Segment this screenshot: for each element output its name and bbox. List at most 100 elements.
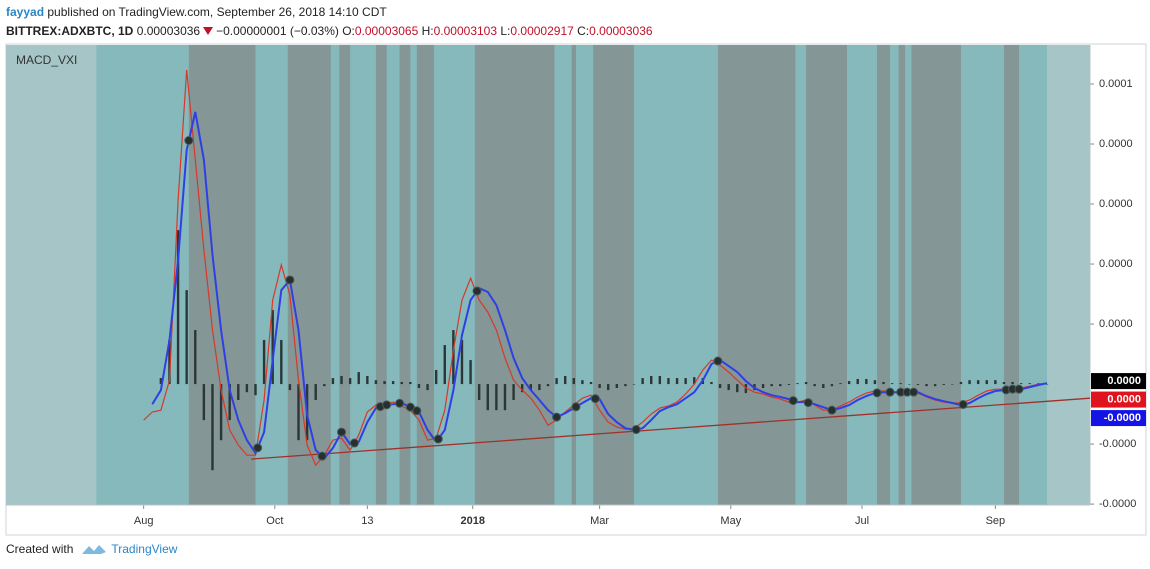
histogram-bar xyxy=(770,384,773,387)
histogram-bar xyxy=(280,339,283,385)
cross-marker xyxy=(253,443,263,453)
histogram-bar xyxy=(1011,381,1014,385)
histogram-bar xyxy=(710,381,713,385)
shaded-range xyxy=(806,45,847,505)
down-arrow xyxy=(203,27,214,35)
x-tick-label: 2018 xyxy=(460,515,484,527)
x-tick-label: Aug xyxy=(134,515,154,527)
histogram-bar xyxy=(607,384,610,391)
shaded-range xyxy=(416,45,435,505)
y-tick-label: -0.0000 xyxy=(1099,438,1136,450)
cross-marker xyxy=(958,400,968,410)
histogram-bar xyxy=(787,384,791,385)
histogram-bar xyxy=(512,384,515,400)
histogram-bar xyxy=(658,375,662,385)
ohlc-value: 0.00003036 xyxy=(589,24,653,38)
histogram-bar xyxy=(641,378,644,385)
symbol: BITTREX:ADXBTC, 1D xyxy=(6,24,134,38)
histogram-bar xyxy=(366,375,369,385)
cross-marker xyxy=(631,425,641,435)
indicator-title: MACD_VXI xyxy=(16,53,77,67)
histogram-bar xyxy=(348,378,352,385)
x-tick-label: Sep xyxy=(986,515,1006,527)
cross-marker xyxy=(285,275,295,285)
ohlc-value: 0.00003103 xyxy=(433,24,498,38)
shaded-range xyxy=(898,45,906,505)
author[interactable]: fayyad xyxy=(6,5,45,19)
histogram-bar xyxy=(615,384,619,388)
ohlc-value: 0.00002917 xyxy=(510,24,574,38)
histogram-bar xyxy=(839,383,842,385)
histogram-bar xyxy=(340,375,343,385)
histogram-bar xyxy=(796,383,799,385)
shaded-range xyxy=(339,45,351,505)
y-tick-label: 0.0000 xyxy=(1099,318,1133,330)
shaded-range xyxy=(911,45,961,505)
x-tick-label: Mar xyxy=(590,515,609,527)
histogram-bar xyxy=(598,384,601,388)
shaded-range xyxy=(287,45,331,505)
histogram-bar xyxy=(925,384,928,387)
histogram-bar xyxy=(331,378,335,385)
histogram-bar xyxy=(185,290,188,385)
histogram-bar xyxy=(254,384,257,396)
shaded-range xyxy=(571,45,576,505)
x-tick-label: May xyxy=(720,515,741,527)
histogram-bar xyxy=(589,381,593,385)
histogram-bar xyxy=(1002,381,1006,385)
histogram-bar xyxy=(994,380,997,385)
histogram-bar xyxy=(176,230,180,385)
last-value-label: 0.0000 xyxy=(1107,393,1141,405)
histogram-bar xyxy=(908,384,911,385)
histogram-bar xyxy=(374,380,378,385)
histogram-bar xyxy=(813,384,816,387)
ohlc-key: L: xyxy=(500,24,511,38)
histogram-bar xyxy=(391,381,395,385)
histogram-bar xyxy=(495,384,498,411)
histogram-bar xyxy=(288,384,292,391)
histogram-bar xyxy=(847,381,851,385)
histogram-bar xyxy=(271,309,274,385)
ohlc-key: H: xyxy=(421,24,434,38)
histogram-bar xyxy=(194,330,197,385)
cross-marker xyxy=(395,398,405,408)
histogram-bar xyxy=(469,360,472,385)
histogram-bar xyxy=(959,381,963,385)
histogram-bar xyxy=(323,384,326,387)
histogram-bar xyxy=(452,330,455,385)
histogram-bar xyxy=(693,377,696,385)
cross-marker xyxy=(827,405,837,415)
cross-marker xyxy=(337,427,347,437)
ohlc-key: O: xyxy=(342,24,355,38)
histogram-bar xyxy=(477,384,481,400)
trendline xyxy=(251,397,1091,460)
header: fayyad published on TradingView.com, Sep… xyxy=(6,3,653,41)
footer-brand[interactable]: TradingView xyxy=(111,542,178,556)
histogram-bar xyxy=(434,369,438,385)
y-tick-label: -0.0000 xyxy=(1099,498,1136,510)
histogram-bar xyxy=(409,381,412,385)
histogram-bar xyxy=(804,381,808,385)
histogram-bar xyxy=(667,378,670,385)
cross-marker xyxy=(885,387,895,397)
histogram-bar xyxy=(718,384,722,388)
histogram-bar xyxy=(684,378,687,385)
histogram-bar xyxy=(624,384,627,387)
last-value-label: 0.0000 xyxy=(1107,375,1141,387)
histogram-bar xyxy=(951,384,954,385)
histogram-bar xyxy=(572,378,576,385)
cross-marker xyxy=(713,356,723,366)
histogram-bar xyxy=(675,378,679,385)
histogram-bar xyxy=(1045,384,1049,385)
logo-shape xyxy=(82,545,107,554)
histogram-bar xyxy=(581,380,584,385)
histogram-bar xyxy=(159,378,163,385)
histogram-bar xyxy=(890,383,894,385)
histogram-bar xyxy=(933,384,937,387)
histogram-bar xyxy=(761,384,765,388)
cross-marker xyxy=(349,438,359,448)
last-value-badge xyxy=(1091,391,1146,408)
cross-marker xyxy=(433,434,443,444)
histogram-bar xyxy=(830,384,834,387)
